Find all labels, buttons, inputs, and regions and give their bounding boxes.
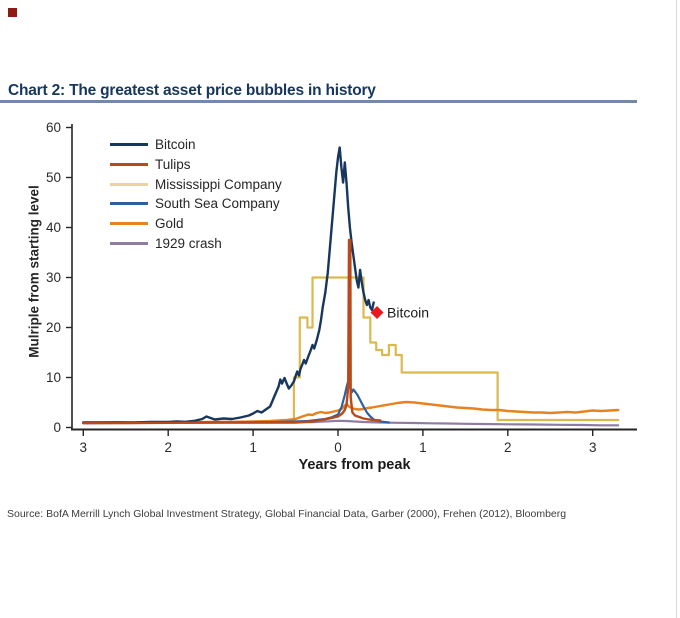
series-line-south-sea-company (82, 379, 390, 425)
title-underline-rule (0, 100, 637, 103)
legend-item-south-sea: South Sea Company (110, 194, 282, 214)
legend-item-tulips: Tulips (110, 155, 282, 175)
x-axis-title: Years from peak (298, 457, 411, 473)
legend-item-bitcoin: Bitcoin (110, 135, 282, 155)
x-tick-p2: 2 (504, 440, 512, 455)
y-tick-0: 0 (53, 420, 61, 435)
x-tick-m3: 3 (80, 440, 88, 455)
chart-legend: Bitcoin Tulips Mississippi Company South… (110, 135, 282, 253)
source-attribution: Source: BofA Merrill Lynch Global Invest… (7, 508, 567, 520)
y-tick-10: 10 (46, 370, 61, 385)
legend-label-mississippi: Mississippi Company (155, 176, 282, 192)
x-tick-m1: 1 (249, 440, 257, 455)
legend-label-1929-crash: 1929 crash (155, 235, 222, 251)
x-tick-p3: 3 (589, 440, 597, 455)
legend-label-gold: Gold (155, 216, 184, 232)
gold-line-swatch-icon (110, 222, 148, 226)
south-sea-line-swatch-icon (110, 202, 148, 206)
y-axis-title: Mulriple from starting level (26, 185, 42, 358)
x-axis-ticks (82, 430, 594, 436)
y-tick-60: 60 (46, 120, 61, 135)
series-line-tulips (82, 238, 382, 425)
legend-item-gold: Gold (110, 214, 282, 234)
legend-label-bitcoin: Bitcoin (155, 137, 196, 153)
legend-item-mississippi: Mississippi Company (110, 174, 282, 194)
x-tick-0: 0 (334, 440, 342, 455)
series-line-bitcoin (82, 146, 375, 424)
y-tick-50: 50 (46, 170, 61, 185)
y-tick-20: 20 (46, 320, 61, 335)
series-lines (82, 146, 620, 427)
legend-label-tulips: Tulips (155, 157, 191, 173)
y-tick-30: 30 (46, 270, 61, 285)
y-tick-40: 40 (46, 220, 61, 235)
chart-title: Chart 2: The greatest asset price bubble… (8, 82, 376, 99)
x-tick-p1: 1 (419, 440, 427, 455)
legend-label-south-sea: South Sea Company (155, 196, 280, 212)
bitcoin-annotation-label: Bitcoin (387, 305, 429, 321)
y-axis-ticks (66, 126, 72, 429)
legend-item-1929-crash: 1929 crash (110, 233, 282, 253)
tulips-line-swatch-icon (110, 163, 148, 167)
x-tick-m2: 2 (164, 440, 172, 455)
bitcoin-annotation: Bitcoin (370, 305, 429, 321)
x-axis-labels: 3 2 1 0 1 2 3 (80, 440, 597, 455)
mississippi-line-swatch-icon (110, 182, 148, 186)
bitcoin-diamond-marker (370, 305, 384, 320)
bitcoin-line-swatch-icon (110, 143, 148, 147)
series-line-mississippi-company (82, 276, 620, 424)
corner-red-square (8, 8, 17, 17)
1929-crash-line-swatch-icon (110, 241, 148, 245)
series-line-gold (82, 400, 620, 424)
page-right-border (676, 0, 677, 618)
y-axis-labels: 0 10 20 30 40 50 60 (46, 120, 61, 435)
